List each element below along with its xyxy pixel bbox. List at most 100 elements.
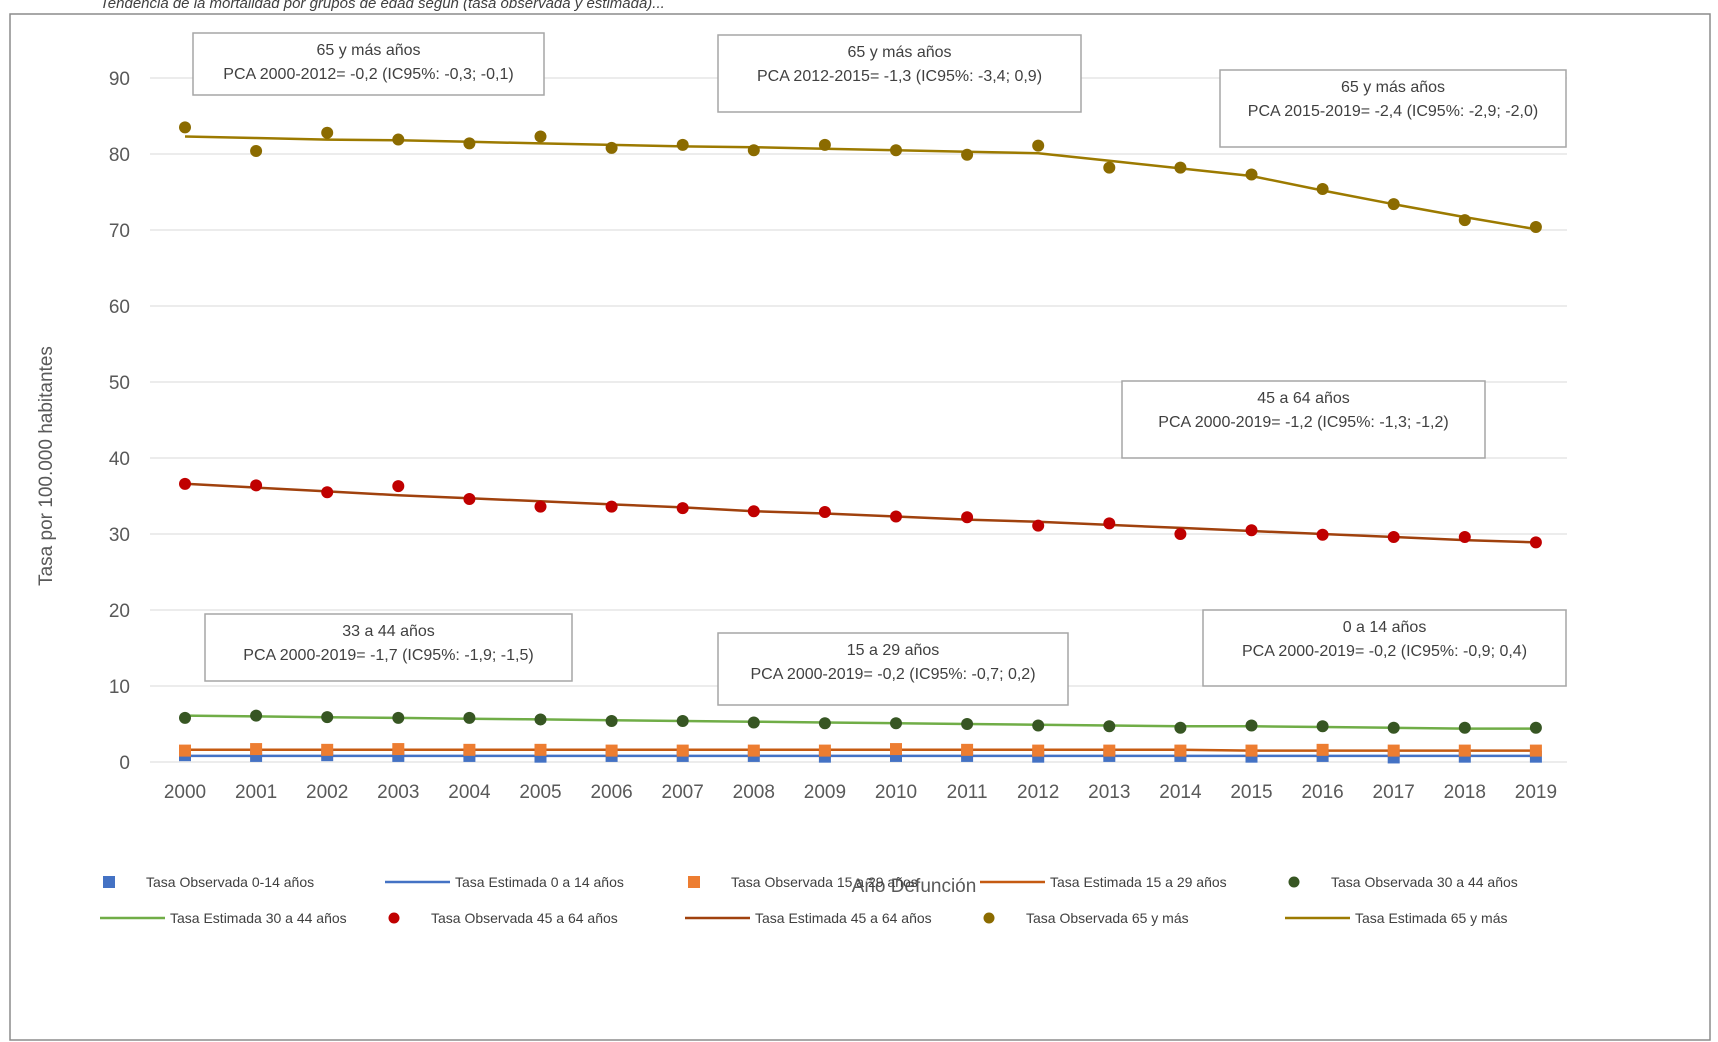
annotation-pca: PCA 2000-2019= -1,7 (IC95%: -1,9; -1,5) bbox=[243, 647, 533, 664]
data-point bbox=[1387, 198, 1400, 211]
data-point bbox=[1458, 531, 1471, 544]
data-point bbox=[534, 500, 547, 513]
annotations: 65 y más años PCA 2000-2012= -0,2 (IC95%:… bbox=[192, 32, 1567, 706]
legend-item-tasa-estimada-45-a-64-anos: Tasa Estimada 45 a 64 años bbox=[685, 910, 932, 926]
data-point bbox=[1529, 536, 1542, 549]
data-point bbox=[1316, 182, 1329, 195]
series-line-tasa-estimada-30-a-44-anos bbox=[184, 714, 1536, 730]
y-tick-label: 0 bbox=[119, 753, 130, 774]
data-point bbox=[250, 479, 263, 492]
data-point bbox=[818, 138, 831, 151]
data-point bbox=[890, 510, 902, 523]
data-point bbox=[747, 505, 760, 518]
data-point bbox=[1174, 161, 1187, 174]
annotation-group: 45 a 64 años bbox=[1257, 390, 1350, 407]
legend-item-tasa-observada-65-y-mas: Tasa Observada 65 y más bbox=[983, 910, 1189, 926]
annotation-pca: PCA 2015-2019= -2,4 (IC95%: -2,9; -2,0) bbox=[1248, 103, 1538, 120]
data-point bbox=[676, 714, 689, 727]
data-point bbox=[961, 718, 974, 730]
x-tick-label: 2002 bbox=[306, 782, 348, 803]
data-point bbox=[1174, 721, 1187, 734]
annotation-box: 65 y más años PCA 2015-2019= -2,4 (IC95%:… bbox=[1219, 69, 1567, 148]
series-points-tasa-observada-15-a-29-anos bbox=[179, 743, 1542, 757]
data-point bbox=[1387, 531, 1400, 544]
data-point bbox=[250, 743, 263, 756]
data-point bbox=[961, 148, 974, 161]
annotation-pca: PCA 2000-2019= -0,2 (IC95%: -0,9; 0,4) bbox=[1242, 643, 1527, 660]
legend-swatch-marker bbox=[388, 912, 400, 924]
data-point bbox=[534, 713, 547, 726]
x-tick-label: 2010 bbox=[875, 782, 917, 803]
legend-label: Tasa Observada 65 y más bbox=[1026, 910, 1189, 926]
data-point bbox=[890, 743, 902, 756]
legend-item-tasa-observada-30-a-44-anos: Tasa Observada 30 a 44 años bbox=[1288, 874, 1518, 890]
data-point bbox=[1458, 214, 1471, 227]
data-point bbox=[1529, 721, 1542, 734]
x-tick-label: 2005 bbox=[519, 782, 561, 803]
data-point bbox=[463, 711, 476, 724]
data-point bbox=[961, 511, 974, 524]
y-tick-label: 10 bbox=[109, 677, 130, 698]
legend-swatch-marker bbox=[983, 912, 995, 924]
annotation-box: 45 a 64 años PCA 2000-2019= -1,2 (IC95%: … bbox=[1121, 380, 1486, 459]
x-tick-label: 2014 bbox=[1159, 782, 1202, 803]
x-tick-label: 2004 bbox=[448, 782, 491, 803]
legend-label: Tasa Observada 30 a 44 años bbox=[1331, 874, 1518, 890]
data-point bbox=[534, 743, 547, 756]
legend-label: Tasa Observada 15 a 29 años bbox=[731, 874, 918, 890]
data-point bbox=[818, 744, 831, 757]
data-point bbox=[1032, 139, 1045, 152]
data-point bbox=[392, 711, 405, 724]
legend-item-tasa-estimada-0-a-14-anos: Tasa Estimada 0 a 14 años bbox=[385, 874, 624, 890]
data-point bbox=[321, 486, 334, 499]
y-tick-label: 80 bbox=[109, 145, 130, 166]
annotation-box: 33 a 44 años PCA 2000-2019= -1,7 (IC95%: … bbox=[204, 613, 573, 682]
data-point bbox=[321, 743, 334, 756]
x-tick-label: 2007 bbox=[662, 782, 704, 803]
x-tick-label: 2012 bbox=[1017, 782, 1059, 803]
data-point bbox=[747, 144, 760, 157]
data-point bbox=[1316, 743, 1329, 756]
data-point bbox=[392, 480, 405, 493]
legend-item-tasa-observada-0-14-anos: Tasa Observada 0-14 años bbox=[103, 874, 314, 890]
series-layer bbox=[179, 121, 1542, 764]
x-tick-label: 2013 bbox=[1088, 782, 1130, 803]
data-point bbox=[1245, 168, 1258, 181]
data-point bbox=[1458, 744, 1471, 757]
data-point bbox=[818, 505, 831, 518]
annotation-frame bbox=[1219, 69, 1567, 148]
data-point bbox=[1316, 720, 1329, 733]
y-tick-label: 30 bbox=[109, 525, 130, 546]
data-point bbox=[1316, 528, 1329, 541]
annotation-frame bbox=[1121, 380, 1486, 459]
data-point bbox=[1245, 719, 1258, 732]
data-point bbox=[747, 744, 760, 757]
data-point bbox=[463, 137, 476, 150]
x-tick-label: 2017 bbox=[1373, 782, 1415, 803]
legend-swatch-marker bbox=[688, 876, 700, 888]
data-point bbox=[676, 502, 689, 515]
series-points-tasa-observada-30-a-44-anos bbox=[179, 709, 1542, 734]
data-point bbox=[676, 138, 689, 151]
chart-caption: Tendencia de la mortalidad por grupos de… bbox=[100, 0, 665, 12]
legend-label: Tasa Estimada 45 a 64 años bbox=[755, 910, 932, 926]
data-point bbox=[605, 744, 618, 757]
x-tick-label: 2003 bbox=[377, 782, 419, 803]
legend-swatch-marker bbox=[103, 876, 115, 888]
annotation-pca: PCA 2000-2012= -0,2 (IC95%: -0,3; -0,1) bbox=[223, 66, 513, 83]
data-point bbox=[392, 133, 405, 146]
data-point bbox=[676, 744, 689, 757]
x-tick-label: 2009 bbox=[804, 782, 846, 803]
data-point bbox=[463, 493, 476, 506]
annotation-box: 65 y más años PCA 2000-2012= -0,2 (IC95%:… bbox=[192, 32, 545, 96]
legend-label: Tasa Estimada 15 a 29 años bbox=[1050, 874, 1227, 890]
x-tick-label: 2011 bbox=[947, 782, 988, 803]
data-point bbox=[747, 716, 760, 729]
legend-label: Tasa Observada 45 a 64 años bbox=[431, 910, 618, 926]
series-line-tasa-estimada-15-a-29-anos bbox=[185, 748, 1536, 752]
annotation-frame bbox=[717, 632, 1069, 706]
data-point bbox=[1245, 744, 1258, 757]
annotation-group: 65 y más años bbox=[1341, 79, 1445, 96]
data-point bbox=[179, 744, 191, 757]
data-point bbox=[605, 500, 618, 513]
